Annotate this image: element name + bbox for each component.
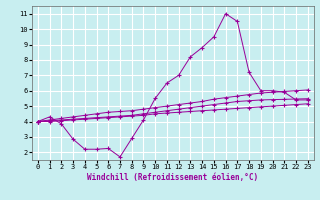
X-axis label: Windchill (Refroidissement éolien,°C): Windchill (Refroidissement éolien,°C) [87,173,258,182]
